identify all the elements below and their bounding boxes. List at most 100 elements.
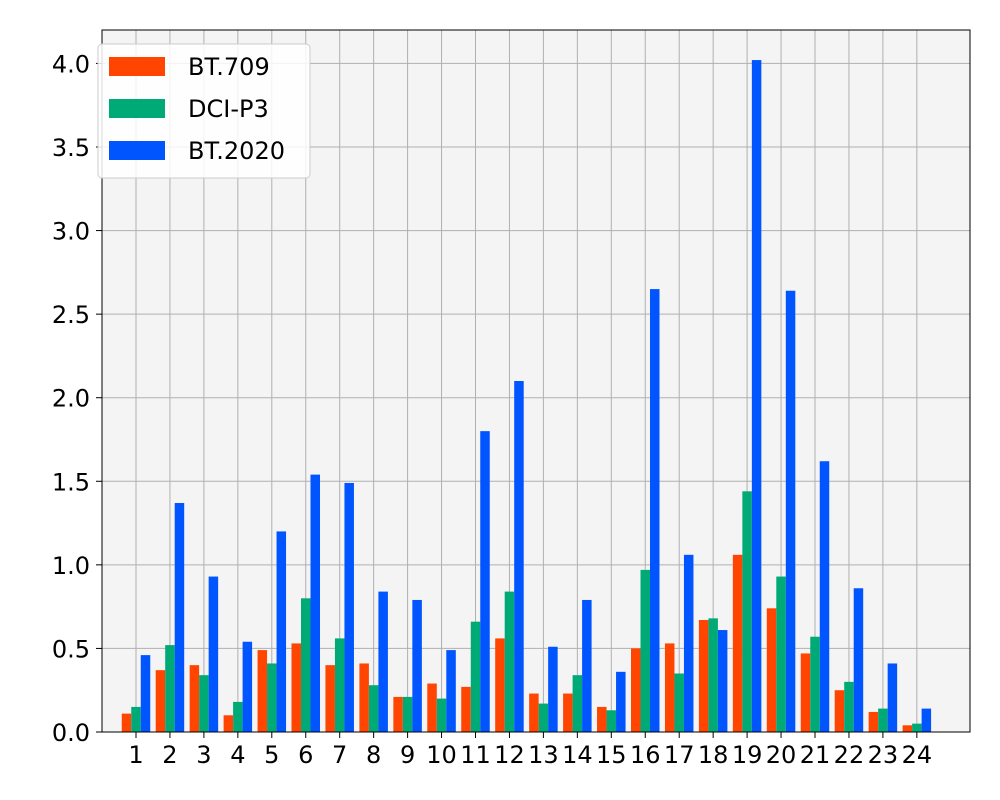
bar-bt-709-9 [393, 696, 403, 732]
legend-label: DCI-P3 [188, 95, 269, 123]
x-tick-label: 7 [332, 741, 347, 769]
legend-swatch [109, 57, 165, 76]
bar-dci-p3-16 [640, 569, 650, 732]
bar-dci-p3-14 [572, 675, 583, 732]
bar-dci-p3-22 [844, 681, 854, 732]
x-tick-label: 19 [732, 741, 763, 769]
bar-bt-2020-10 [446, 650, 456, 732]
y-tick-label: 4.0 [52, 50, 90, 78]
x-tick-labels: 1 2 3 4 5 6 7 8 9 10 11 12 13 14 15 16 17 18 19 20 21 22 23 24 [128, 732, 932, 769]
y-tick-label: 1.5 [52, 468, 90, 496]
bar-bt-2020-3 [208, 576, 219, 732]
bar-bt-2020-14 [582, 599, 592, 732]
bar-dci-p3-13 [538, 703, 549, 732]
bar-dci-p3-19 [742, 491, 752, 732]
bar-bt-709-16 [631, 648, 641, 732]
bar-bt-2020-15 [616, 671, 626, 732]
x-tick-label: 21 [800, 741, 831, 769]
bar-dci-p3-24 [912, 723, 922, 732]
bar-bt-2020-9 [412, 599, 422, 732]
bar-bt-709-12 [495, 638, 505, 732]
bar-bt-2020-13 [548, 646, 558, 732]
bar-bt-2020-16 [650, 289, 660, 732]
axes [101, 29, 971, 733]
bar-dci-p3-21 [810, 636, 820, 732]
bar-bt-709-21 [800, 653, 811, 732]
bar-bt-2020-17 [683, 554, 694, 732]
bar-bt-709-19 [732, 554, 743, 732]
bar-dci-p3-17 [674, 673, 684, 732]
plot-frame [101, 29, 971, 733]
x-tick-label: 18 [698, 741, 729, 769]
x-tick-label: 6 [298, 741, 313, 769]
x-tick-label: 10 [426, 741, 457, 769]
bar-bt-2020-1 [140, 655, 151, 732]
x-tick-label: 14 [562, 741, 593, 769]
x-tick-label: 2 [162, 741, 177, 769]
x-tick-label: 24 [902, 741, 933, 769]
x-tick-label: 8 [366, 741, 381, 769]
bar-bt-2020-19 [751, 60, 762, 733]
bar-bt-709-2 [155, 670, 166, 732]
bar-dci-p3-3 [199, 675, 209, 732]
bar-dci-p3-9 [402, 696, 413, 732]
y-tick-label: 3.5 [52, 134, 90, 162]
bar-dci-p3-8 [368, 685, 379, 732]
bar-bt-709-8 [359, 663, 369, 732]
x-tick-label: 23 [868, 741, 899, 769]
bar-bt-709-7 [325, 665, 335, 732]
bar-bt-709-14 [563, 693, 573, 732]
y-tick-label: 0.0 [52, 719, 90, 747]
bar-dci-p3-18 [708, 618, 718, 732]
x-tick-label: 17 [664, 741, 695, 769]
bar-bt-709-18 [698, 620, 709, 732]
bar-bt-2020-22 [853, 588, 864, 732]
x-tick-label: 9 [400, 741, 415, 769]
x-tick-label: 4 [230, 741, 245, 769]
bar-dci-p3-20 [776, 576, 786, 732]
bar-bt-2020-5 [276, 531, 287, 732]
bar-dci-p3-10 [436, 698, 447, 732]
x-tick-label: 12 [494, 741, 525, 769]
bar-bt-709-10 [427, 683, 437, 732]
bars [121, 60, 932, 733]
legend-label: BT.709 [188, 53, 270, 81]
bar-bt-709-20 [766, 608, 777, 732]
y-tick-label: 1.0 [52, 552, 90, 580]
bar-bt-709-5 [257, 650, 268, 732]
x-tick-label: 5 [264, 741, 279, 769]
bar-bt-2020-24 [921, 708, 932, 732]
x-tick-label: 13 [528, 741, 559, 769]
y-tick-label: 2.0 [52, 385, 90, 413]
bar-bt-2020-12 [514, 381, 524, 732]
y-tick-labels: 0.0 0.5 1.0 1.5 2.0 2.5 3.0 3.5 4.0 [52, 50, 102, 747]
bar-dci-p3-1 [131, 706, 141, 732]
x-tick-label: 1 [128, 741, 143, 769]
bar-bt-2020-4 [242, 641, 253, 732]
bar-dci-p3-23 [878, 708, 888, 732]
bar-bt-2020-23 [887, 663, 898, 732]
bar-bt-2020-20 [785, 290, 796, 732]
x-tick-label: 20 [766, 741, 797, 769]
bar-bt-709-15 [597, 706, 607, 732]
bar-bt-2020-2 [174, 503, 185, 732]
x-tick-label: 15 [596, 741, 627, 769]
bar-bt-709-23 [868, 711, 879, 732]
bar-dci-p3-12 [504, 591, 515, 732]
bar-bt-709-11 [461, 686, 471, 732]
x-tick-label: 16 [630, 741, 661, 769]
bar-dci-p3-7 [334, 638, 345, 732]
bar-bt-709-13 [529, 693, 539, 732]
legend-swatch [109, 99, 165, 118]
bar-dci-p3-5 [267, 663, 277, 732]
y-tick-label: 2.5 [52, 301, 90, 329]
bar-bt-2020-8 [378, 591, 388, 732]
bar-bt-709-22 [834, 690, 845, 732]
y-tick-label: 3.0 [52, 218, 90, 246]
bar-dci-p3-4 [233, 701, 243, 732]
bar-bt-709-4 [223, 715, 234, 732]
bar-bt-2020-7 [344, 482, 354, 732]
bar-bt-709-17 [664, 643, 675, 732]
bar-dci-p3-15 [606, 710, 617, 732]
bar-bt-2020-6 [310, 474, 320, 732]
